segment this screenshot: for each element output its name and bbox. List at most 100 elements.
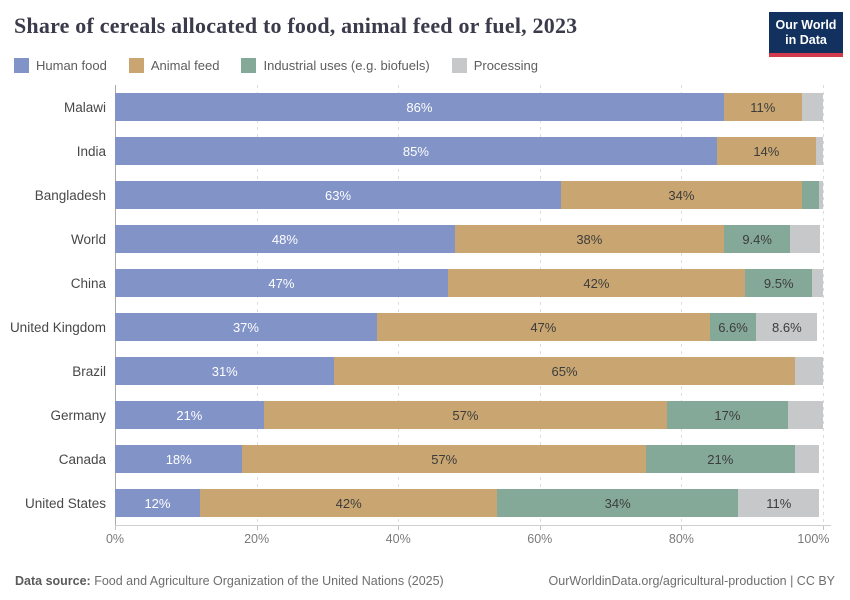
legend-label: Human food xyxy=(36,58,107,73)
category-label[interactable]: Canada xyxy=(58,451,106,467)
bar-segment[interactable] xyxy=(794,357,823,385)
bar-segment[interactable] xyxy=(819,181,823,209)
x-tick-label: 40% xyxy=(385,532,411,546)
bar-track: 85% 14% xyxy=(115,137,823,165)
legend-item-animal-feed[interactable]: Animal feed xyxy=(128,58,220,73)
category-label[interactable]: Bangladesh xyxy=(34,187,106,203)
bar-segment[interactable]: 18% xyxy=(115,445,243,473)
owid-logo-line1: Our World xyxy=(775,18,837,32)
chart-area: Malawi 86% 11% India 85% 14% Bangladesh 63% 34% W… xyxy=(0,85,850,553)
bar-segment[interactable] xyxy=(812,269,823,297)
bar-track: 63% 34% xyxy=(115,181,823,209)
bar-segment[interactable] xyxy=(790,225,821,253)
bar-row-bangladesh: Bangladesh 63% 34% xyxy=(0,173,850,217)
gridline xyxy=(539,85,541,525)
category-label[interactable]: United States xyxy=(24,495,106,511)
footer: Data source: Food and Agriculture Organi… xyxy=(0,574,850,588)
bar-row-malawi: Malawi 86% 11% xyxy=(0,85,850,129)
category-label[interactable]: Germany xyxy=(50,407,106,423)
bar-segment[interactable]: 34% xyxy=(561,181,802,209)
bar-track: 18% 57% 21% xyxy=(115,445,823,473)
bar-segment[interactable]: 34% xyxy=(497,489,739,517)
bar-row-germany: Germany 21% 57% 17% xyxy=(0,393,850,437)
legend-swatch-icon xyxy=(14,58,29,73)
legend-item-processing[interactable]: Processing xyxy=(451,58,538,73)
bar-segment[interactable] xyxy=(787,401,823,429)
bar-track: 86% 11% xyxy=(115,93,823,121)
gridline xyxy=(398,85,400,525)
x-tick-label: 80% xyxy=(668,532,694,546)
owid-url-link[interactable]: OurWorldinData.org/agricultural-producti… xyxy=(548,574,835,588)
bar-segment[interactable]: 8.6% xyxy=(756,313,818,341)
bar-segment[interactable]: 11% xyxy=(723,93,802,121)
bar-segment[interactable]: 21% xyxy=(115,401,264,429)
category-label[interactable]: United Kingdom xyxy=(9,319,106,335)
bar-segment[interactable]: 47% xyxy=(115,269,448,297)
bar-segment[interactable]: 57% xyxy=(242,445,646,473)
bar-segment[interactable]: 31% xyxy=(115,357,335,385)
bar-segment[interactable]: 42% xyxy=(199,489,498,517)
category-label[interactable]: Malawi xyxy=(63,99,106,115)
x-tick-mark xyxy=(256,526,258,530)
bar-segment[interactable]: 12% xyxy=(115,489,200,517)
bar-segment[interactable]: 57% xyxy=(263,401,668,429)
owid-logo[interactable]: Our World in Data xyxy=(769,12,843,57)
bar-segment[interactable] xyxy=(815,137,823,165)
x-tick-mark xyxy=(539,526,541,530)
bar-row-united-kingdom: United Kingdom 37% 47% 6.6% 8.6% xyxy=(0,305,850,349)
category-label[interactable]: China xyxy=(70,275,106,291)
bar-segment[interactable]: 9.5% xyxy=(745,269,813,297)
bar-segment[interactable]: 47% xyxy=(376,313,710,341)
bar-row-united-states: United States 12% 42% 34% 11% xyxy=(0,481,850,525)
legend-label: Animal feed xyxy=(150,58,220,73)
x-tick-label: 100% xyxy=(797,532,830,546)
bar-segment[interactable]: 37% xyxy=(115,313,377,341)
bar-segment[interactable]: 85% xyxy=(115,137,717,165)
legend-swatch-icon xyxy=(241,58,257,73)
owid-logo-line2: in Data xyxy=(785,33,827,47)
bar-segment[interactable]: 11% xyxy=(738,489,820,517)
gridline xyxy=(823,85,824,525)
bar-track: 47% 42% 9.5% xyxy=(115,269,823,297)
x-tick-mark xyxy=(823,526,824,530)
bar-segment[interactable]: 42% xyxy=(447,269,746,297)
x-tick-mark xyxy=(681,526,683,530)
x-tick-label: 20% xyxy=(244,532,270,546)
y-axis-line xyxy=(115,85,116,525)
gridline xyxy=(256,85,258,525)
category-label[interactable]: India xyxy=(76,143,106,159)
x-axis: 0% 20% 40% 60% 80% 100% xyxy=(106,525,831,553)
bar-segment[interactable] xyxy=(801,93,823,121)
bar-segment[interactable] xyxy=(794,445,820,473)
legend-swatch-icon xyxy=(451,58,467,73)
legend-swatch-icon xyxy=(128,58,144,73)
category-label[interactable]: Brazil xyxy=(72,363,106,379)
gridlines xyxy=(115,85,824,525)
bar-segment[interactable]: 65% xyxy=(334,357,795,385)
bar-segment[interactable]: 17% xyxy=(667,401,788,429)
bar-segment[interactable]: 86% xyxy=(115,93,724,121)
legend-item-human-food[interactable]: Human food xyxy=(14,58,107,73)
bar-row-world: World 48% 38% 9.4% xyxy=(0,217,850,261)
x-tick-label: 0% xyxy=(105,532,125,546)
bar-segment[interactable]: 14% xyxy=(716,137,816,165)
x-tick-mark xyxy=(398,526,400,530)
data-source-note: Data source: Food and Agriculture Organi… xyxy=(15,574,444,588)
bar-segment[interactable]: 6.6% xyxy=(709,313,757,341)
data-source-label: Data source: xyxy=(15,574,91,588)
bar-segment[interactable]: 38% xyxy=(454,225,724,253)
bar-segment[interactable]: 48% xyxy=(115,225,455,253)
bar-segment[interactable]: 9.4% xyxy=(723,225,791,253)
legend-item-industrial-uses-e-g-biofuels[interactable]: Industrial uses (e.g. biofuels) xyxy=(241,58,430,73)
bar-segment[interactable] xyxy=(801,181,820,209)
bar-row-china: China 47% 42% 9.5% xyxy=(0,261,850,305)
bar-rows: Malawi 86% 11% India 85% 14% Bangladesh 63% 34% W… xyxy=(0,85,850,525)
gridline xyxy=(681,85,683,525)
x-tick-mark xyxy=(115,526,116,530)
bar-track: 48% 38% 9.4% xyxy=(115,225,823,253)
legend: Human food Animal feed Industrial uses (e.… xyxy=(14,58,850,73)
data-source-text: Food and Agriculture Organization of the… xyxy=(90,574,444,588)
bar-segment[interactable]: 63% xyxy=(115,181,562,209)
category-label[interactable]: World xyxy=(70,231,106,247)
bar-segment[interactable]: 21% xyxy=(645,445,795,473)
